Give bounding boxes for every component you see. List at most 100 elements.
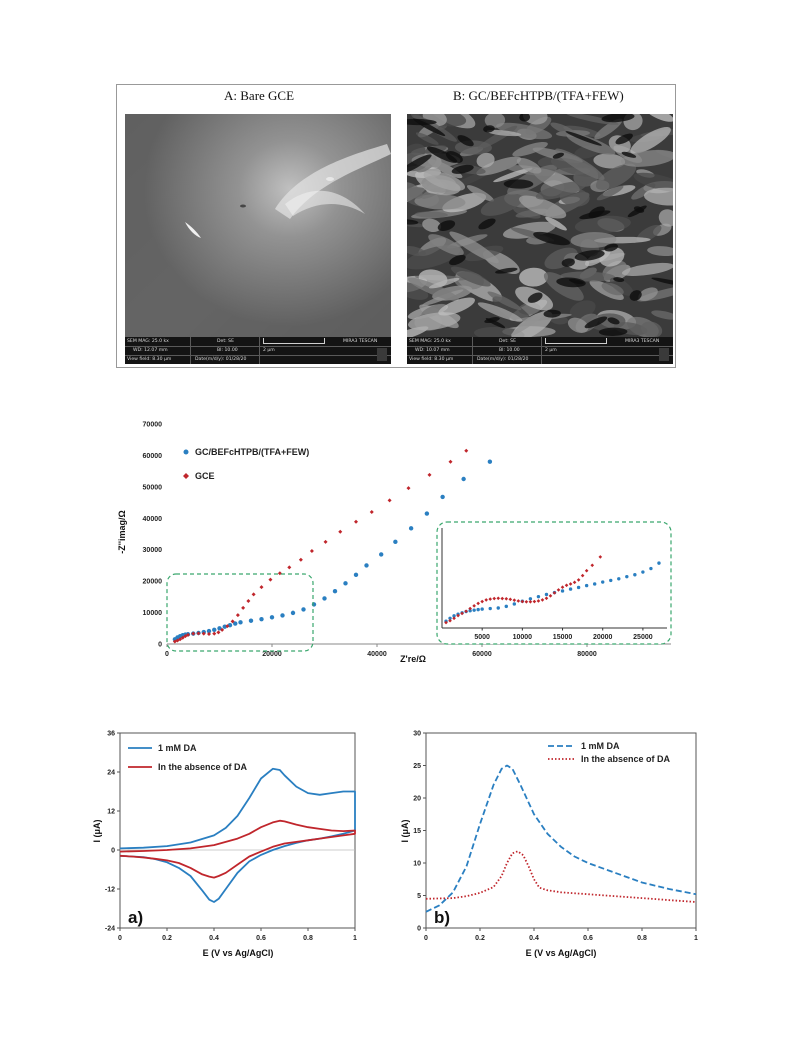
legend-label-da: 1 mM DA [581, 741, 620, 751]
sem-crevice [607, 317, 620, 325]
inset-point-gce [564, 583, 569, 588]
sem-crevice [615, 133, 633, 145]
sem-flake [502, 221, 556, 239]
nyquist-point-gce [235, 613, 240, 618]
sem-crevice [543, 309, 561, 318]
inset-point-gce [598, 555, 603, 559]
sem-flake [487, 291, 522, 311]
sem-flake [480, 193, 523, 216]
nyquist-point-gce [183, 634, 188, 639]
y-tick-label: 60000 [143, 453, 163, 460]
inset-point-modified [544, 592, 549, 597]
nyquist-point-gce [287, 565, 292, 570]
sem-flake [428, 277, 460, 289]
scale-bar-icon [263, 338, 325, 344]
y-tick-label: 25 [413, 763, 421, 770]
nyquist-point-gce [259, 585, 264, 590]
x-tick-label: 0.8 [303, 935, 313, 942]
sem-flake [407, 246, 426, 257]
sem-crevice [621, 151, 637, 158]
sem-flake [570, 232, 617, 248]
sem-flake [477, 302, 523, 322]
legend-marker-modified [183, 449, 189, 455]
sem-crevice [519, 114, 531, 122]
inset-point-modified [649, 566, 653, 571]
sem-flake [535, 181, 587, 200]
sem-flake [510, 310, 548, 336]
sem-flake [449, 231, 499, 264]
y-tick-label: 40000 [143, 516, 163, 523]
inset-point-modified [504, 604, 508, 609]
sem-crevice [604, 243, 619, 252]
inset-point-gce [472, 604, 476, 608]
sem-crevice [552, 152, 564, 159]
legend-label-modified: GC/BEFcHTPB/(TFA+FEW) [195, 447, 309, 457]
nyquist-point-modified [364, 563, 369, 568]
inset-point-gce [528, 599, 533, 604]
x-tick-label: 0 [165, 651, 169, 658]
nyquist-point-gce [212, 631, 217, 636]
inset-frame [436, 521, 672, 645]
sem-crevice [413, 118, 446, 137]
nyquist-point-gce [196, 631, 201, 636]
panel-label-b: b) [434, 908, 450, 927]
nyquist-point-modified [322, 596, 327, 601]
nyquist-point-modified [353, 572, 359, 578]
sem-flake [595, 163, 637, 190]
inset-point-gce [480, 599, 484, 604]
y-tick-label: -24 [105, 926, 115, 933]
nyquist-point-gce [268, 577, 273, 582]
x-tick-label: 0.4 [529, 935, 539, 942]
sem-flake [476, 152, 495, 168]
sem-crevice [533, 231, 571, 246]
sem-flake [641, 321, 663, 338]
x-tick-label: 20000 [262, 651, 282, 658]
sem-flake [638, 287, 658, 301]
nyquist-point-gce [220, 627, 225, 632]
inset-point-modified [568, 587, 573, 591]
sem-flake [522, 114, 548, 125]
nyquist-point-modified [301, 607, 306, 612]
sem-crevice [574, 250, 605, 261]
sem-flake [620, 149, 673, 167]
inset-point-gce [524, 599, 529, 604]
sem-flake [543, 272, 584, 301]
nyquist-point-gce [323, 539, 328, 544]
sem-crevice [629, 290, 642, 301]
inset-point-modified [512, 602, 517, 606]
y-tick-label: 0 [158, 642, 162, 649]
inset-point-gce [468, 606, 472, 611]
sem-crevice [561, 258, 575, 267]
y-tick-label: 0 [417, 926, 421, 933]
sem-flake [438, 297, 476, 316]
nyquist-point-gce [406, 486, 411, 491]
x-tick-label: 40000 [367, 651, 387, 658]
nyquist-point-gce [241, 605, 246, 610]
inset-point-gce [504, 597, 509, 601]
x-tick-label: 0 [424, 935, 428, 942]
nyquist-point-gce [298, 557, 303, 562]
sem-figure-panel: A: Bare GCE B: GC/BEFcHTPB/(TFA+FEW) [116, 84, 676, 368]
sem-crevice [598, 327, 628, 336]
sem-flake [407, 182, 423, 199]
sem-flake [519, 195, 567, 219]
y-tick-label: 12 [107, 809, 115, 816]
inset-x-tick-label: 20000 [593, 634, 613, 641]
sem-flake [621, 262, 673, 276]
sem-flake [414, 211, 448, 218]
inset-point-modified [625, 574, 629, 579]
sem-crevice [483, 125, 495, 133]
nyquist-point-gce [309, 548, 314, 553]
sem-info-bar-left: SEM MAG: 25.0 kx Det: SE MIRA3 TESCAN WD… [125, 337, 391, 364]
sem-crevice [503, 179, 534, 189]
y-tick-label: 10 [413, 861, 421, 868]
sem-crevice [437, 220, 456, 232]
inset-point-gce [568, 582, 573, 586]
nyquist-point-gce [464, 448, 469, 453]
inset-x-tick-label: 10000 [513, 634, 533, 641]
sem-flake [545, 216, 567, 231]
sem-flake [630, 126, 671, 154]
y-tick-label: 70000 [143, 422, 163, 429]
nyquist-point-gce [180, 635, 185, 640]
y-tick-label: 30000 [143, 547, 163, 554]
